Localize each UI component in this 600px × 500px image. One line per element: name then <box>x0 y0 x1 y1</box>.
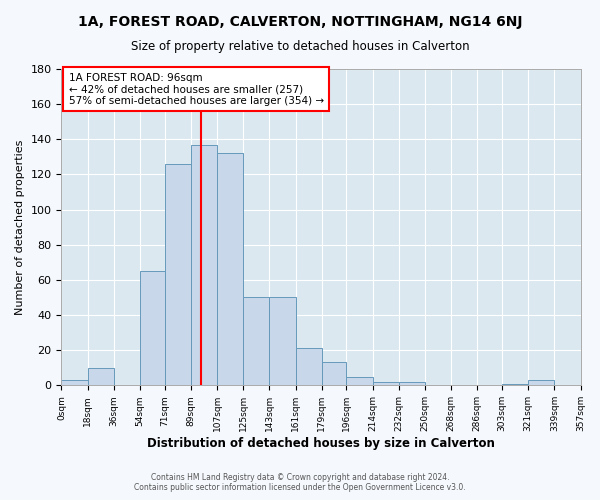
X-axis label: Distribution of detached houses by size in Calverton: Distribution of detached houses by size … <box>147 437 495 450</box>
Text: Contains HM Land Registry data © Crown copyright and database right 2024.
Contai: Contains HM Land Registry data © Crown c… <box>134 472 466 492</box>
Bar <box>399 382 425 386</box>
Bar <box>502 384 528 386</box>
Bar <box>191 144 217 386</box>
Text: Size of property relative to detached houses in Calverton: Size of property relative to detached ho… <box>131 40 469 53</box>
Bar <box>269 298 296 386</box>
Bar <box>217 154 243 386</box>
Text: 1A FOREST ROAD: 96sqm
← 42% of detached houses are smaller (257)
57% of semi-det: 1A FOREST ROAD: 96sqm ← 42% of detached … <box>68 72 324 106</box>
Bar <box>140 271 164 386</box>
Bar <box>243 298 269 386</box>
Bar <box>322 362 346 386</box>
Bar <box>164 164 191 386</box>
Bar <box>296 348 322 386</box>
Bar <box>346 376 373 386</box>
Bar <box>373 382 399 386</box>
Bar <box>528 380 554 386</box>
Text: 1A, FOREST ROAD, CALVERTON, NOTTINGHAM, NG14 6NJ: 1A, FOREST ROAD, CALVERTON, NOTTINGHAM, … <box>78 15 522 29</box>
Y-axis label: Number of detached properties: Number of detached properties <box>15 140 25 315</box>
Bar <box>61 380 88 386</box>
Bar <box>88 368 114 386</box>
